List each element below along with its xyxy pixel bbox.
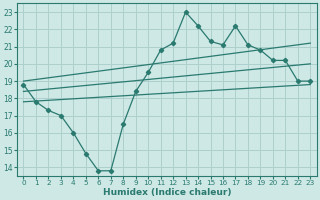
X-axis label: Humidex (Indice chaleur): Humidex (Indice chaleur) bbox=[103, 188, 231, 197]
